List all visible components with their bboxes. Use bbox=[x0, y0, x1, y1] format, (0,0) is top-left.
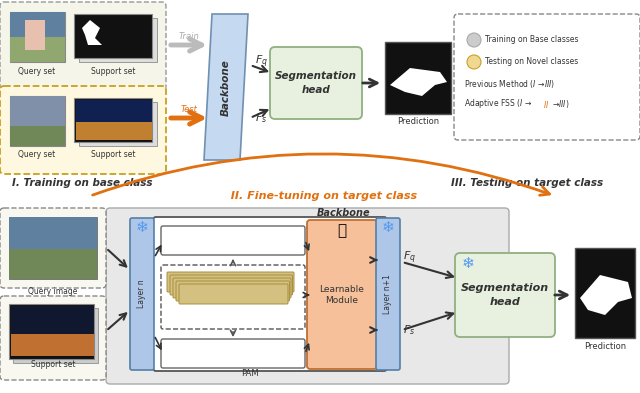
Text: Backbone: Backbone bbox=[316, 208, 370, 218]
FancyBboxPatch shape bbox=[161, 226, 305, 255]
Circle shape bbox=[467, 55, 481, 69]
Text: I. Training on base class: I. Training on base class bbox=[12, 178, 152, 188]
FancyBboxPatch shape bbox=[454, 14, 640, 140]
Text: Training on Base classes: Training on Base classes bbox=[485, 35, 579, 44]
Polygon shape bbox=[204, 14, 248, 160]
FancyBboxPatch shape bbox=[106, 208, 509, 384]
FancyBboxPatch shape bbox=[161, 339, 305, 368]
Text: Train: Train bbox=[179, 32, 200, 41]
FancyBboxPatch shape bbox=[179, 284, 288, 304]
Bar bbox=[9, 304, 94, 359]
Text: Testing on Novel classes: Testing on Novel classes bbox=[485, 57, 579, 66]
Text: 🔥: 🔥 bbox=[337, 224, 347, 239]
FancyBboxPatch shape bbox=[270, 47, 362, 119]
Text: ❄: ❄ bbox=[136, 220, 148, 235]
FancyBboxPatch shape bbox=[173, 278, 291, 298]
FancyBboxPatch shape bbox=[376, 218, 400, 370]
Polygon shape bbox=[580, 275, 632, 315]
Text: $F_q$: $F_q$ bbox=[403, 250, 416, 266]
Bar bbox=[10, 96, 65, 126]
Bar bbox=[79, 18, 157, 62]
Polygon shape bbox=[82, 20, 102, 45]
FancyBboxPatch shape bbox=[0, 86, 166, 174]
Text: Segmentation
head: Segmentation head bbox=[275, 72, 357, 95]
Bar bbox=[79, 102, 157, 146]
FancyBboxPatch shape bbox=[0, 2, 166, 90]
Text: Class Prototype Bank: Class Prototype Bank bbox=[192, 318, 274, 327]
Bar bbox=[11, 306, 94, 334]
Text: Prediction: Prediction bbox=[397, 117, 439, 126]
Text: Segmentation
head: Segmentation head bbox=[461, 283, 549, 307]
Bar bbox=[13, 308, 98, 363]
Text: →$III$): →$III$) bbox=[552, 98, 570, 110]
Text: Query set: Query set bbox=[19, 67, 56, 76]
Text: Test: Test bbox=[180, 105, 197, 114]
FancyBboxPatch shape bbox=[170, 275, 292, 295]
Bar bbox=[9, 217, 97, 279]
Text: $F_s$: $F_s$ bbox=[255, 111, 268, 125]
Text: Backbone: Backbone bbox=[221, 60, 231, 116]
Text: ❄: ❄ bbox=[381, 220, 394, 235]
Bar bbox=[10, 12, 65, 62]
Bar bbox=[385, 42, 451, 114]
Text: III. Testing on target class: III. Testing on target class bbox=[451, 178, 603, 188]
Text: II. Fine-tuning on target class: II. Fine-tuning on target class bbox=[223, 191, 417, 201]
Text: ❄: ❄ bbox=[461, 257, 474, 272]
Text: Query set: Query set bbox=[19, 150, 56, 159]
Text: Layer n+1: Layer n+1 bbox=[383, 274, 392, 314]
FancyBboxPatch shape bbox=[167, 272, 294, 292]
Text: Support set: Support set bbox=[31, 360, 76, 369]
Bar bbox=[76, 122, 152, 140]
FancyBboxPatch shape bbox=[0, 296, 106, 380]
Text: Prototype Enhancement: Prototype Enhancement bbox=[184, 349, 282, 358]
Bar bbox=[10, 12, 65, 37]
Bar bbox=[74, 14, 152, 58]
Bar bbox=[9, 249, 97, 279]
FancyBboxPatch shape bbox=[130, 218, 154, 370]
Text: Adaptive FSS ($I$ →: Adaptive FSS ($I$ → bbox=[464, 97, 533, 110]
Text: Layer n: Layer n bbox=[138, 280, 147, 309]
Text: Prediction: Prediction bbox=[584, 342, 626, 351]
Bar bbox=[9, 217, 97, 249]
Bar bbox=[10, 37, 65, 62]
Bar bbox=[10, 126, 65, 146]
Bar bbox=[74, 98, 152, 142]
Text: Support set: Support set bbox=[91, 150, 135, 159]
Bar bbox=[575, 248, 635, 338]
FancyBboxPatch shape bbox=[161, 265, 305, 329]
Polygon shape bbox=[390, 68, 447, 96]
Bar bbox=[11, 334, 94, 356]
FancyBboxPatch shape bbox=[0, 208, 106, 288]
Circle shape bbox=[467, 33, 481, 47]
FancyArrowPatch shape bbox=[93, 154, 550, 195]
FancyBboxPatch shape bbox=[176, 281, 289, 301]
Text: Learnable
Module: Learnable Module bbox=[319, 285, 364, 305]
Text: PAM: PAM bbox=[241, 369, 259, 378]
Text: Prototype Enhancement: Prototype Enhancement bbox=[184, 235, 282, 244]
Text: Previous Method ($I$ →$III$): Previous Method ($I$ →$III$) bbox=[464, 78, 555, 90]
Text: $F_q$: $F_q$ bbox=[255, 54, 268, 70]
Bar bbox=[76, 100, 152, 122]
Bar bbox=[25, 20, 45, 50]
FancyBboxPatch shape bbox=[455, 253, 555, 337]
Text: Query image: Query image bbox=[28, 287, 77, 296]
Bar bbox=[10, 96, 65, 146]
Text: Support set: Support set bbox=[91, 67, 135, 76]
Text: $II$: $II$ bbox=[543, 99, 549, 110]
FancyBboxPatch shape bbox=[307, 220, 377, 369]
FancyBboxPatch shape bbox=[153, 217, 387, 371]
Text: $F_s$: $F_s$ bbox=[403, 323, 415, 337]
